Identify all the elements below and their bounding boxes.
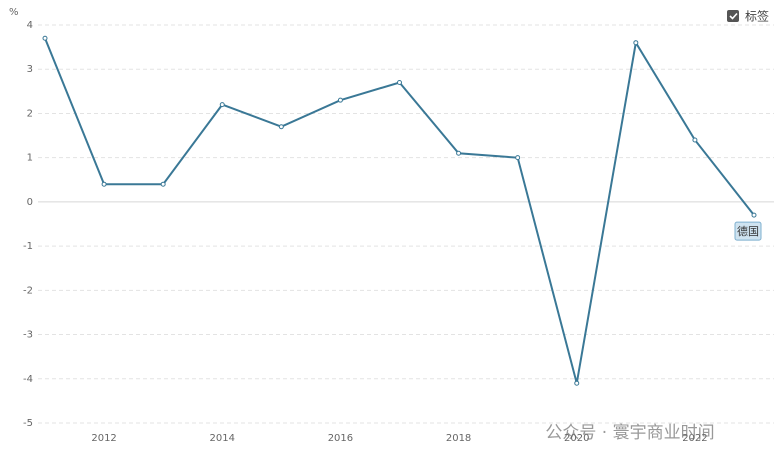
point [692,137,698,143]
x-tick-label: 2012 [91,433,116,444]
point [278,124,284,130]
y-tick-label: 3 [27,64,33,75]
point [456,150,462,156]
y-tick-label: 4 [27,20,33,31]
watermark: 公众号 · 寰宇商业时间 [545,422,714,443]
y-tick-label: -1 [23,241,33,252]
label-toggle[interactable]: 标签 [727,9,769,24]
x-tick-label: 2022 [682,433,707,444]
point [397,79,402,85]
point [751,212,757,218]
y-tick-label: 1 [27,153,33,164]
point [337,97,343,103]
checkmark [729,12,738,20]
checkbox[interactable] [727,10,739,22]
series-line [44,37,755,384]
y-tick-label: -4 [23,374,33,385]
point [42,35,48,41]
point [160,181,166,187]
y-unit: % [9,7,19,18]
x-tick-label: 2014 [210,433,235,444]
x-tick-label: 2018 [446,433,471,444]
x-tick-label: 2020 [564,433,589,444]
series-label-box [734,221,762,241]
toggle-label[interactable]: 标签 [745,9,769,24]
point [515,155,521,161]
y-tick-label: -2 [23,285,33,296]
y-tick-label: -5 [23,418,33,429]
x-tick-label: 2016 [328,433,353,444]
point [574,380,580,386]
point [101,181,107,187]
y-tick-label: -3 [23,330,33,341]
point [219,102,225,108]
y-tick-label: 2 [27,108,33,119]
series-label: 德国 [737,224,759,238]
y-tick-label: 0 [27,197,33,208]
point [633,40,639,46]
